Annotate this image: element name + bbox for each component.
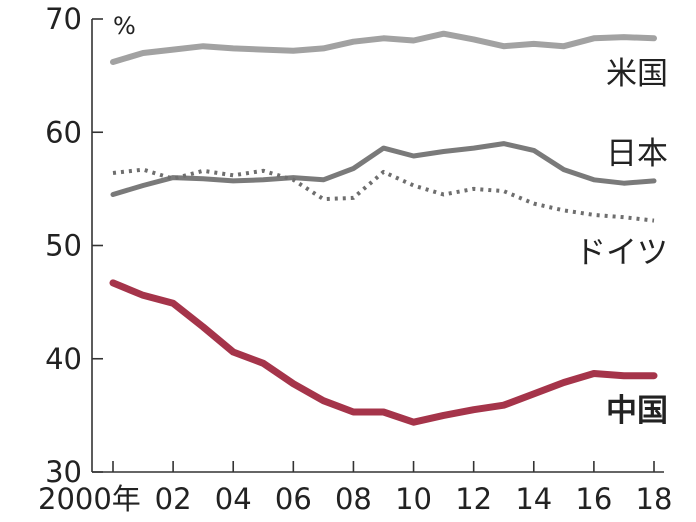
series-label: ドイツ xyxy=(575,235,668,271)
x-tick-label: 10 xyxy=(395,482,432,516)
series-line xyxy=(109,279,658,426)
series-line xyxy=(110,30,657,65)
axes: 30 40 50 60 70 % 2000年 02 04 06 08 10 12 14 16 18 xyxy=(38,2,672,516)
x-tick-label: 2000年 xyxy=(38,482,141,516)
x-tick-label: 14 xyxy=(515,482,552,516)
y-tick-label: 30 xyxy=(45,455,82,489)
x-tick-label: 06 xyxy=(275,482,312,516)
series-line xyxy=(110,141,657,197)
x-tick-label: 08 xyxy=(335,482,372,516)
series-label: 中国 xyxy=(606,393,668,429)
y-tick-label: 60 xyxy=(45,115,82,149)
series-line xyxy=(112,167,655,223)
x-tick-label: 18 xyxy=(636,482,673,516)
series-label: 日本 xyxy=(606,136,668,172)
y-tick-label: 50 xyxy=(45,229,82,263)
y-tick-label: 40 xyxy=(45,342,82,376)
x-tick-label: 16 xyxy=(575,482,612,516)
series-lines xyxy=(109,30,658,426)
x-tick-label: 02 xyxy=(155,482,192,516)
x-tick-label: 04 xyxy=(215,482,252,516)
y-tick-label: 70 xyxy=(45,2,82,36)
series-label: 米国 xyxy=(606,56,668,92)
x-tick-label: 12 xyxy=(455,482,492,516)
y-unit-label: % xyxy=(113,12,136,40)
